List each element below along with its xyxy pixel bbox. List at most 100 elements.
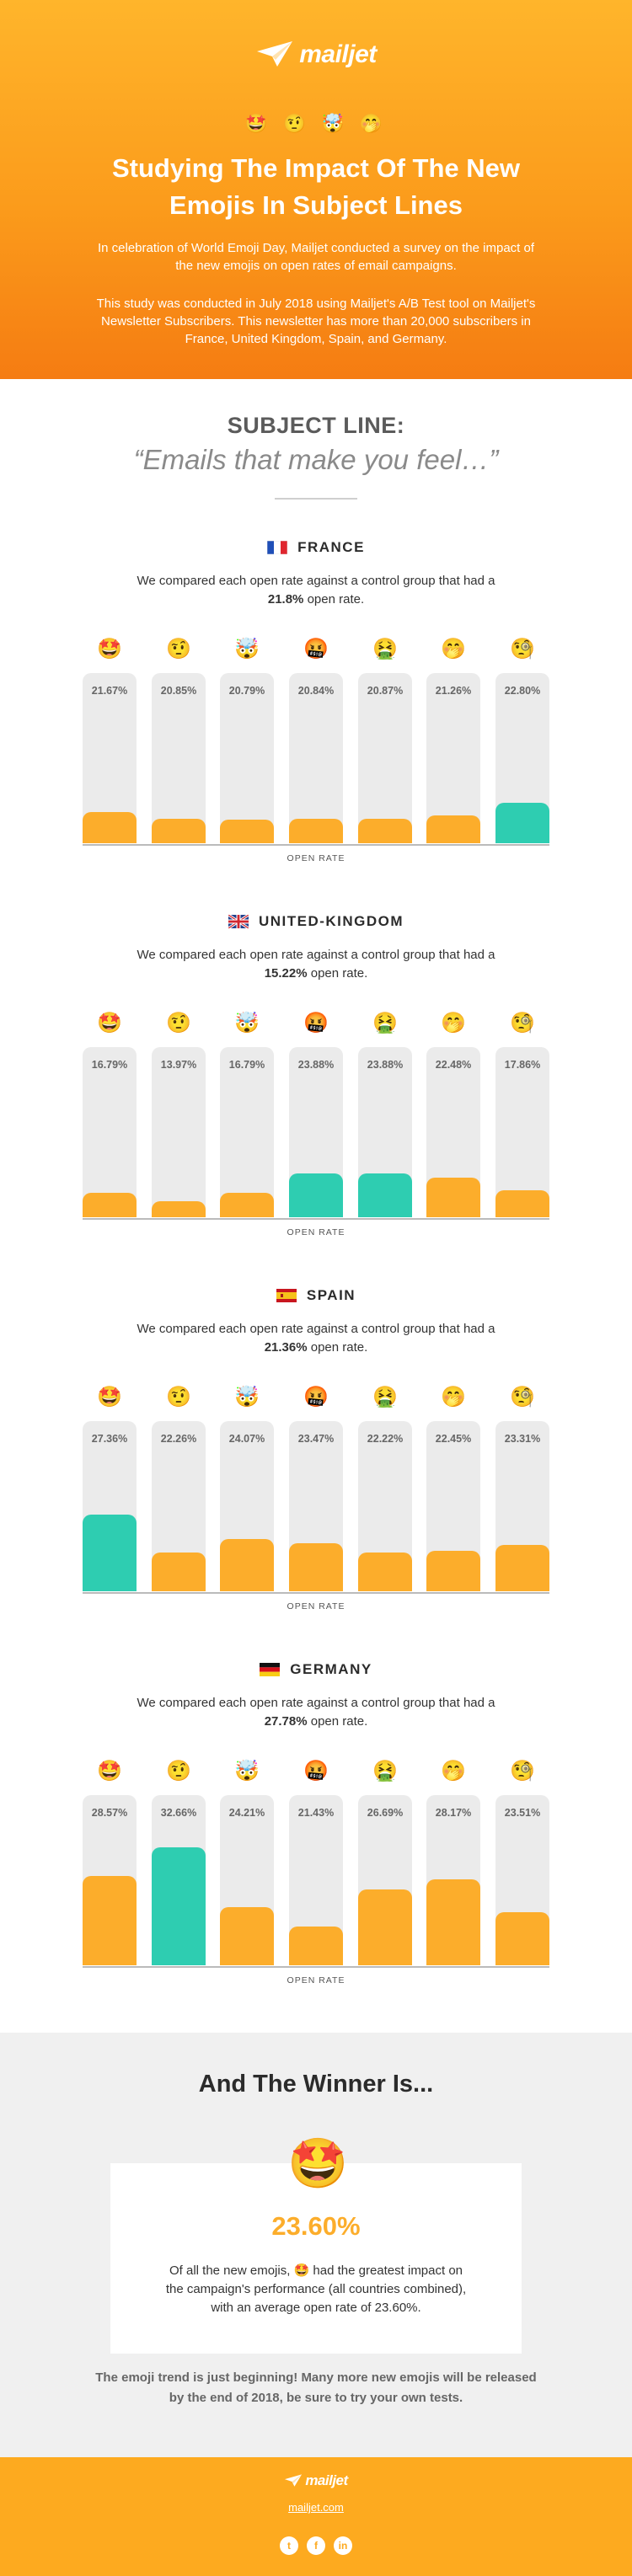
bar-track: 23.47% — [289, 1421, 343, 1591]
category-emoji-icon: 🤯 — [234, 1760, 260, 1782]
bar — [220, 1907, 274, 1965]
description-prefix: We compared each open rate against a con… — [137, 574, 495, 588]
bar — [358, 1173, 412, 1217]
category-emoji-icon: 🤬 — [303, 1760, 329, 1782]
bar-column: 🧐 17.86% — [495, 1010, 549, 1217]
winner-text-before: Of all the new emojis, — [169, 2263, 294, 2278]
description-suffix: open rate. — [307, 1340, 368, 1355]
bar — [495, 1190, 549, 1217]
country-description: We compared each open rate against a con… — [126, 1320, 506, 1357]
hero-header: mailjet 🤩 🤨 🤯 🤭 Studying The Impact Of T… — [0, 0, 632, 379]
bar-value-label: 32.66% — [160, 1807, 197, 1819]
bar-value-label: 13.97% — [160, 1059, 197, 1071]
bar-track: 24.07% — [220, 1421, 274, 1591]
bar-value-label: 23.88% — [367, 1059, 404, 1071]
bar-column: 🤩 21.67% — [83, 636, 137, 843]
bar — [495, 803, 549, 843]
bar-track: 22.22% — [358, 1421, 412, 1591]
bar-track: 22.80% — [495, 673, 549, 843]
intro-text: In celebration of World Emoji Day, Mailj… — [97, 241, 535, 273]
country-description: We compared each open rate against a con… — [126, 572, 506, 609]
winner-title: And The Winner Is... — [198, 2071, 434, 2098]
x-axis-line — [83, 1218, 549, 1220]
country-charts: FRANCE We compared each open rate against… — [0, 537, 632, 2033]
country-heading: FRANCE — [0, 537, 632, 558]
bar-track: 23.88% — [358, 1047, 412, 1217]
description-suffix: open rate. — [303, 592, 365, 607]
category-emoji-icon: 🤩 — [97, 1386, 122, 1408]
bar-track: 20.87% — [358, 673, 412, 843]
bar-track: 20.84% — [289, 673, 343, 843]
bar-value-label: 23.31% — [504, 1433, 541, 1445]
bar — [220, 1193, 274, 1217]
bar-track: 23.51% — [495, 1795, 549, 1965]
bar — [358, 1889, 412, 1965]
country-section-uk: UNITED-KINGDOM We compared each open rate… — [0, 911, 632, 1285]
bar — [83, 1876, 137, 1965]
category-emoji-icon: 🤬 — [303, 1386, 329, 1408]
control-rate: 21.8% — [267, 592, 304, 607]
description-suffix: open rate. — [307, 966, 368, 981]
bar-track: 21.67% — [83, 673, 137, 843]
category-emoji-icon: 🧐 — [510, 1012, 535, 1034]
bar-track: 28.57% — [83, 1795, 137, 1965]
bar-column: 🧐 23.31% — [495, 1384, 549, 1591]
bar-track: 28.17% — [426, 1795, 480, 1965]
bar-column: 🤩 27.36% — [83, 1384, 137, 1591]
linkedin-icon[interactable]: in — [334, 2536, 352, 2555]
footer-logo[interactable]: mailjet — [0, 2472, 632, 2489]
winner-footnote: The emoji trend is just beginning! Many … — [95, 2370, 537, 2405]
bar — [220, 1539, 274, 1591]
bar — [220, 820, 274, 843]
category-emoji-icon: 🤨 — [166, 1760, 191, 1782]
bar-column: 🤩 16.79% — [83, 1010, 137, 1217]
category-emoji-icon: 🤮 — [372, 1386, 398, 1408]
bar — [83, 1193, 137, 1217]
bar — [83, 1515, 137, 1591]
footer-logo-text: mailjet — [305, 2472, 348, 2488]
bar-track: 21.43% — [289, 1795, 343, 1965]
winner-text-after: had the greatest impact on the campaign'… — [165, 2263, 467, 2315]
page-title: Studying The Impact Of The New Emojis In… — [112, 153, 520, 220]
bar-track: 16.79% — [83, 1047, 137, 1217]
bar — [152, 1553, 206, 1591]
bar-value-label: 22.26% — [160, 1433, 197, 1445]
bar-track: 20.79% — [220, 673, 274, 843]
divider — [275, 498, 357, 500]
bar-track: 23.31% — [495, 1421, 549, 1591]
paper-plane-icon — [285, 2474, 303, 2487]
winner-section: And The Winner Is... 23.60% Of all the n… — [0, 2033, 632, 2457]
country-name: SPAIN — [306, 1287, 356, 1303]
logo-text: mailjet — [299, 40, 377, 68]
bar-column: 🤨 32.66% — [152, 1758, 206, 1965]
country-name: FRANCE — [297, 539, 365, 555]
bar-column: 🤭 22.45% — [426, 1384, 480, 1591]
bar-value-label: 16.79% — [228, 1059, 265, 1071]
category-emoji-icon: 🤭 — [441, 1012, 466, 1034]
website-link[interactable]: mailjet.com — [288, 2501, 344, 2514]
bar-column: 🤨 13.97% — [152, 1010, 206, 1217]
category-emoji-icon: 🤬 — [303, 1012, 329, 1034]
bar-value-label: 22.80% — [504, 685, 541, 697]
footer: mailjet mailjet.com t f in — [0, 2457, 632, 2576]
bar — [83, 812, 137, 843]
facebook-icon[interactable]: f — [307, 2536, 325, 2555]
bar-track: 23.88% — [289, 1047, 343, 1217]
bar-column: 🤮 20.87% — [358, 636, 412, 843]
bar-column: 🤯 20.79% — [220, 636, 274, 843]
twitter-icon[interactable]: t — [280, 2536, 298, 2555]
mailjet-logo[interactable]: mailjet — [0, 35, 632, 74]
category-emoji-icon: 🤩 — [97, 1012, 122, 1034]
bar-value-label: 17.86% — [504, 1059, 541, 1071]
bar-column: 🤯 24.21% — [220, 1758, 274, 1965]
bar-value-label: 23.51% — [504, 1807, 541, 1819]
bar-track: 24.21% — [220, 1795, 274, 1965]
bar-value-label: 23.88% — [297, 1059, 335, 1071]
method-text: This study was conducted in July 2018 us… — [96, 297, 536, 346]
description-prefix: We compared each open rate against a con… — [137, 1322, 495, 1336]
category-emoji-icon: 🤯 — [234, 638, 260, 660]
bar-track: 22.26% — [152, 1421, 206, 1591]
bar-column: 🤨 20.85% — [152, 636, 206, 843]
bar-track: 17.86% — [495, 1047, 549, 1217]
bar-value-label: 21.26% — [435, 685, 472, 697]
